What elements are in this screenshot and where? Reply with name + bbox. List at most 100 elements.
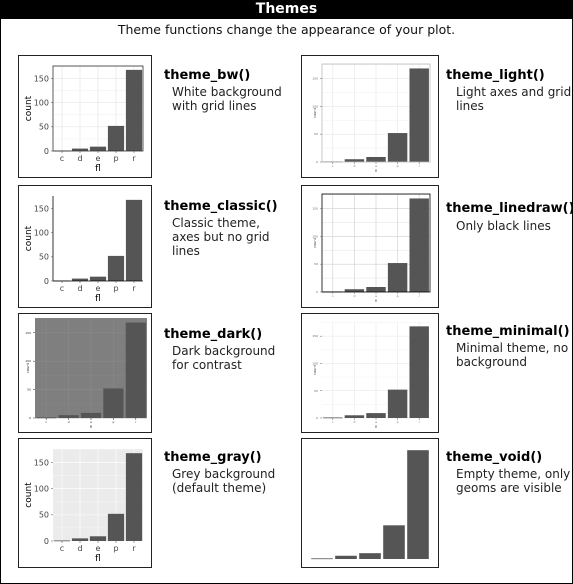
bar-d xyxy=(344,159,365,162)
y-tick-label: 50 xyxy=(314,262,318,266)
y-tick-label: 0 xyxy=(44,277,49,286)
theme-void-desc: Empty theme, only geoms are visible xyxy=(456,467,571,495)
bar-p xyxy=(103,388,124,418)
y-axis-label: count xyxy=(313,237,317,248)
bar-c xyxy=(36,417,57,419)
x-tick-label: d xyxy=(353,294,355,298)
x-tick-label: d xyxy=(353,164,355,168)
bar-p xyxy=(387,389,408,418)
theme-dark-name: theme_dark() xyxy=(164,327,263,342)
y-tick-label: 50 xyxy=(39,511,49,520)
theme-classic-panel: 0 50 100 150 c d e p r fl count xyxy=(18,185,152,308)
y-tick-label: 100 xyxy=(34,485,49,494)
y-tick-label: 150 xyxy=(25,331,31,335)
x-axis-label: fl xyxy=(375,425,377,429)
x-tick-label: p xyxy=(397,420,399,424)
bar-e xyxy=(359,553,381,559)
theme-dark-panel: 0 50 100 150 c d e p r fl count xyxy=(18,313,152,433)
x-axis-label: fl xyxy=(95,294,101,303)
theme-gray-desc: Grey background (default theme) xyxy=(172,467,276,495)
y-tick-label: 150 xyxy=(312,77,318,81)
y-tick-label: 100 xyxy=(34,99,49,108)
theme-minimal-name: theme_minimal() xyxy=(446,324,570,339)
x-tick-label: c xyxy=(332,164,334,168)
x-tick-label: e xyxy=(96,284,101,293)
theme-dark-plot: 0 50 100 150 c d e p r fl count xyxy=(21,316,149,430)
y-axis-label: count xyxy=(26,362,30,373)
theme-bw-name: theme_bw() xyxy=(164,68,251,83)
x-tick-label: d xyxy=(68,420,70,424)
x-axis-label: fl xyxy=(90,425,92,429)
bar-d xyxy=(344,289,365,292)
y-tick-label: 150 xyxy=(34,458,49,467)
x-tick-label: p xyxy=(113,284,118,293)
x-tick-label: r xyxy=(132,154,136,163)
y-tick-label: 150 xyxy=(312,334,318,338)
y-axis-label: count xyxy=(24,482,34,508)
y-tick-label: 50 xyxy=(314,389,318,393)
theme-linedraw-plot: 0 50 100 150 c d e p r fl count xyxy=(308,190,434,304)
bar-p xyxy=(387,263,408,292)
theme-gray-plot: 0 50 100 150 c d e p r fl count xyxy=(23,445,147,563)
bar-c xyxy=(311,558,333,560)
x-axis-label: fl xyxy=(375,299,377,303)
section-title: Themes xyxy=(0,0,573,19)
y-axis-label: count xyxy=(24,225,34,251)
bar-e xyxy=(80,412,102,418)
x-tick-label: p xyxy=(113,544,118,553)
y-tick-label: 100 xyxy=(25,359,31,363)
x-tick-label: c xyxy=(332,420,334,424)
theme-light-panel: 0 50 100 150 c d e p r fl count xyxy=(301,55,439,178)
theme-light-name: theme_light() xyxy=(446,68,545,83)
x-tick-label: p xyxy=(112,420,114,424)
x-tick-label: d xyxy=(77,154,82,163)
bar-d xyxy=(344,415,365,418)
y-tick-label: 0 xyxy=(316,160,318,164)
bar-e xyxy=(89,276,107,281)
theme-classic-name: theme_classic() xyxy=(164,199,278,214)
x-axis-label: fl xyxy=(375,169,377,173)
bar-d xyxy=(58,415,79,418)
x-tick-label: d xyxy=(77,544,82,553)
theme-bw-desc: White background with grid lines xyxy=(172,85,282,113)
y-tick-label: 0 xyxy=(316,416,318,420)
x-axis-label: fl xyxy=(95,164,101,173)
x-tick-label: c xyxy=(60,284,64,293)
x-tick-label: r xyxy=(419,294,421,298)
bar-e xyxy=(89,146,107,151)
bar-r xyxy=(125,199,143,281)
y-tick-label: 0 xyxy=(44,537,49,546)
bar-r xyxy=(407,450,429,559)
y-tick-label: 50 xyxy=(27,388,31,392)
x-tick-label: p xyxy=(397,294,399,298)
theme-gray-panel: 0 50 100 150 c d e p r fl count xyxy=(18,438,152,568)
theme-void-plot xyxy=(306,443,434,561)
bar-p xyxy=(107,125,125,151)
x-tick-label: e xyxy=(375,164,377,168)
x-tick-label: e xyxy=(375,420,377,424)
bar-p xyxy=(387,133,408,162)
y-tick-label: 150 xyxy=(312,207,318,211)
x-tick-label: c xyxy=(60,154,64,163)
y-axis-label: count xyxy=(313,364,317,375)
bar-d xyxy=(71,148,89,151)
bar-r xyxy=(125,69,143,151)
x-tick-label: d xyxy=(77,284,82,293)
theme-bw-panel: 0 50 100 150 c d e p r fl count xyxy=(18,55,152,178)
theme-dark-desc: Dark background for contrast xyxy=(172,344,276,372)
bar-d xyxy=(71,278,89,281)
theme-void-name: theme_void() xyxy=(446,450,543,465)
bar-p xyxy=(383,525,405,559)
y-tick-label: 50 xyxy=(314,132,318,136)
x-tick-label: r xyxy=(132,544,136,553)
theme-gray-name: theme_gray() xyxy=(164,450,262,465)
theme-light-desc: Light axes and grid lines xyxy=(456,85,572,113)
y-tick-label: 100 xyxy=(312,234,318,238)
theme-minimal-plot: 0 50 100 150 c d e p r fl count xyxy=(308,318,434,430)
bar-r xyxy=(409,326,429,418)
x-tick-label: e xyxy=(90,420,92,424)
y-axis-label: count xyxy=(313,107,317,118)
bar-e xyxy=(366,286,386,292)
bar-r xyxy=(409,198,429,292)
y-tick-label: 0 xyxy=(316,290,318,294)
